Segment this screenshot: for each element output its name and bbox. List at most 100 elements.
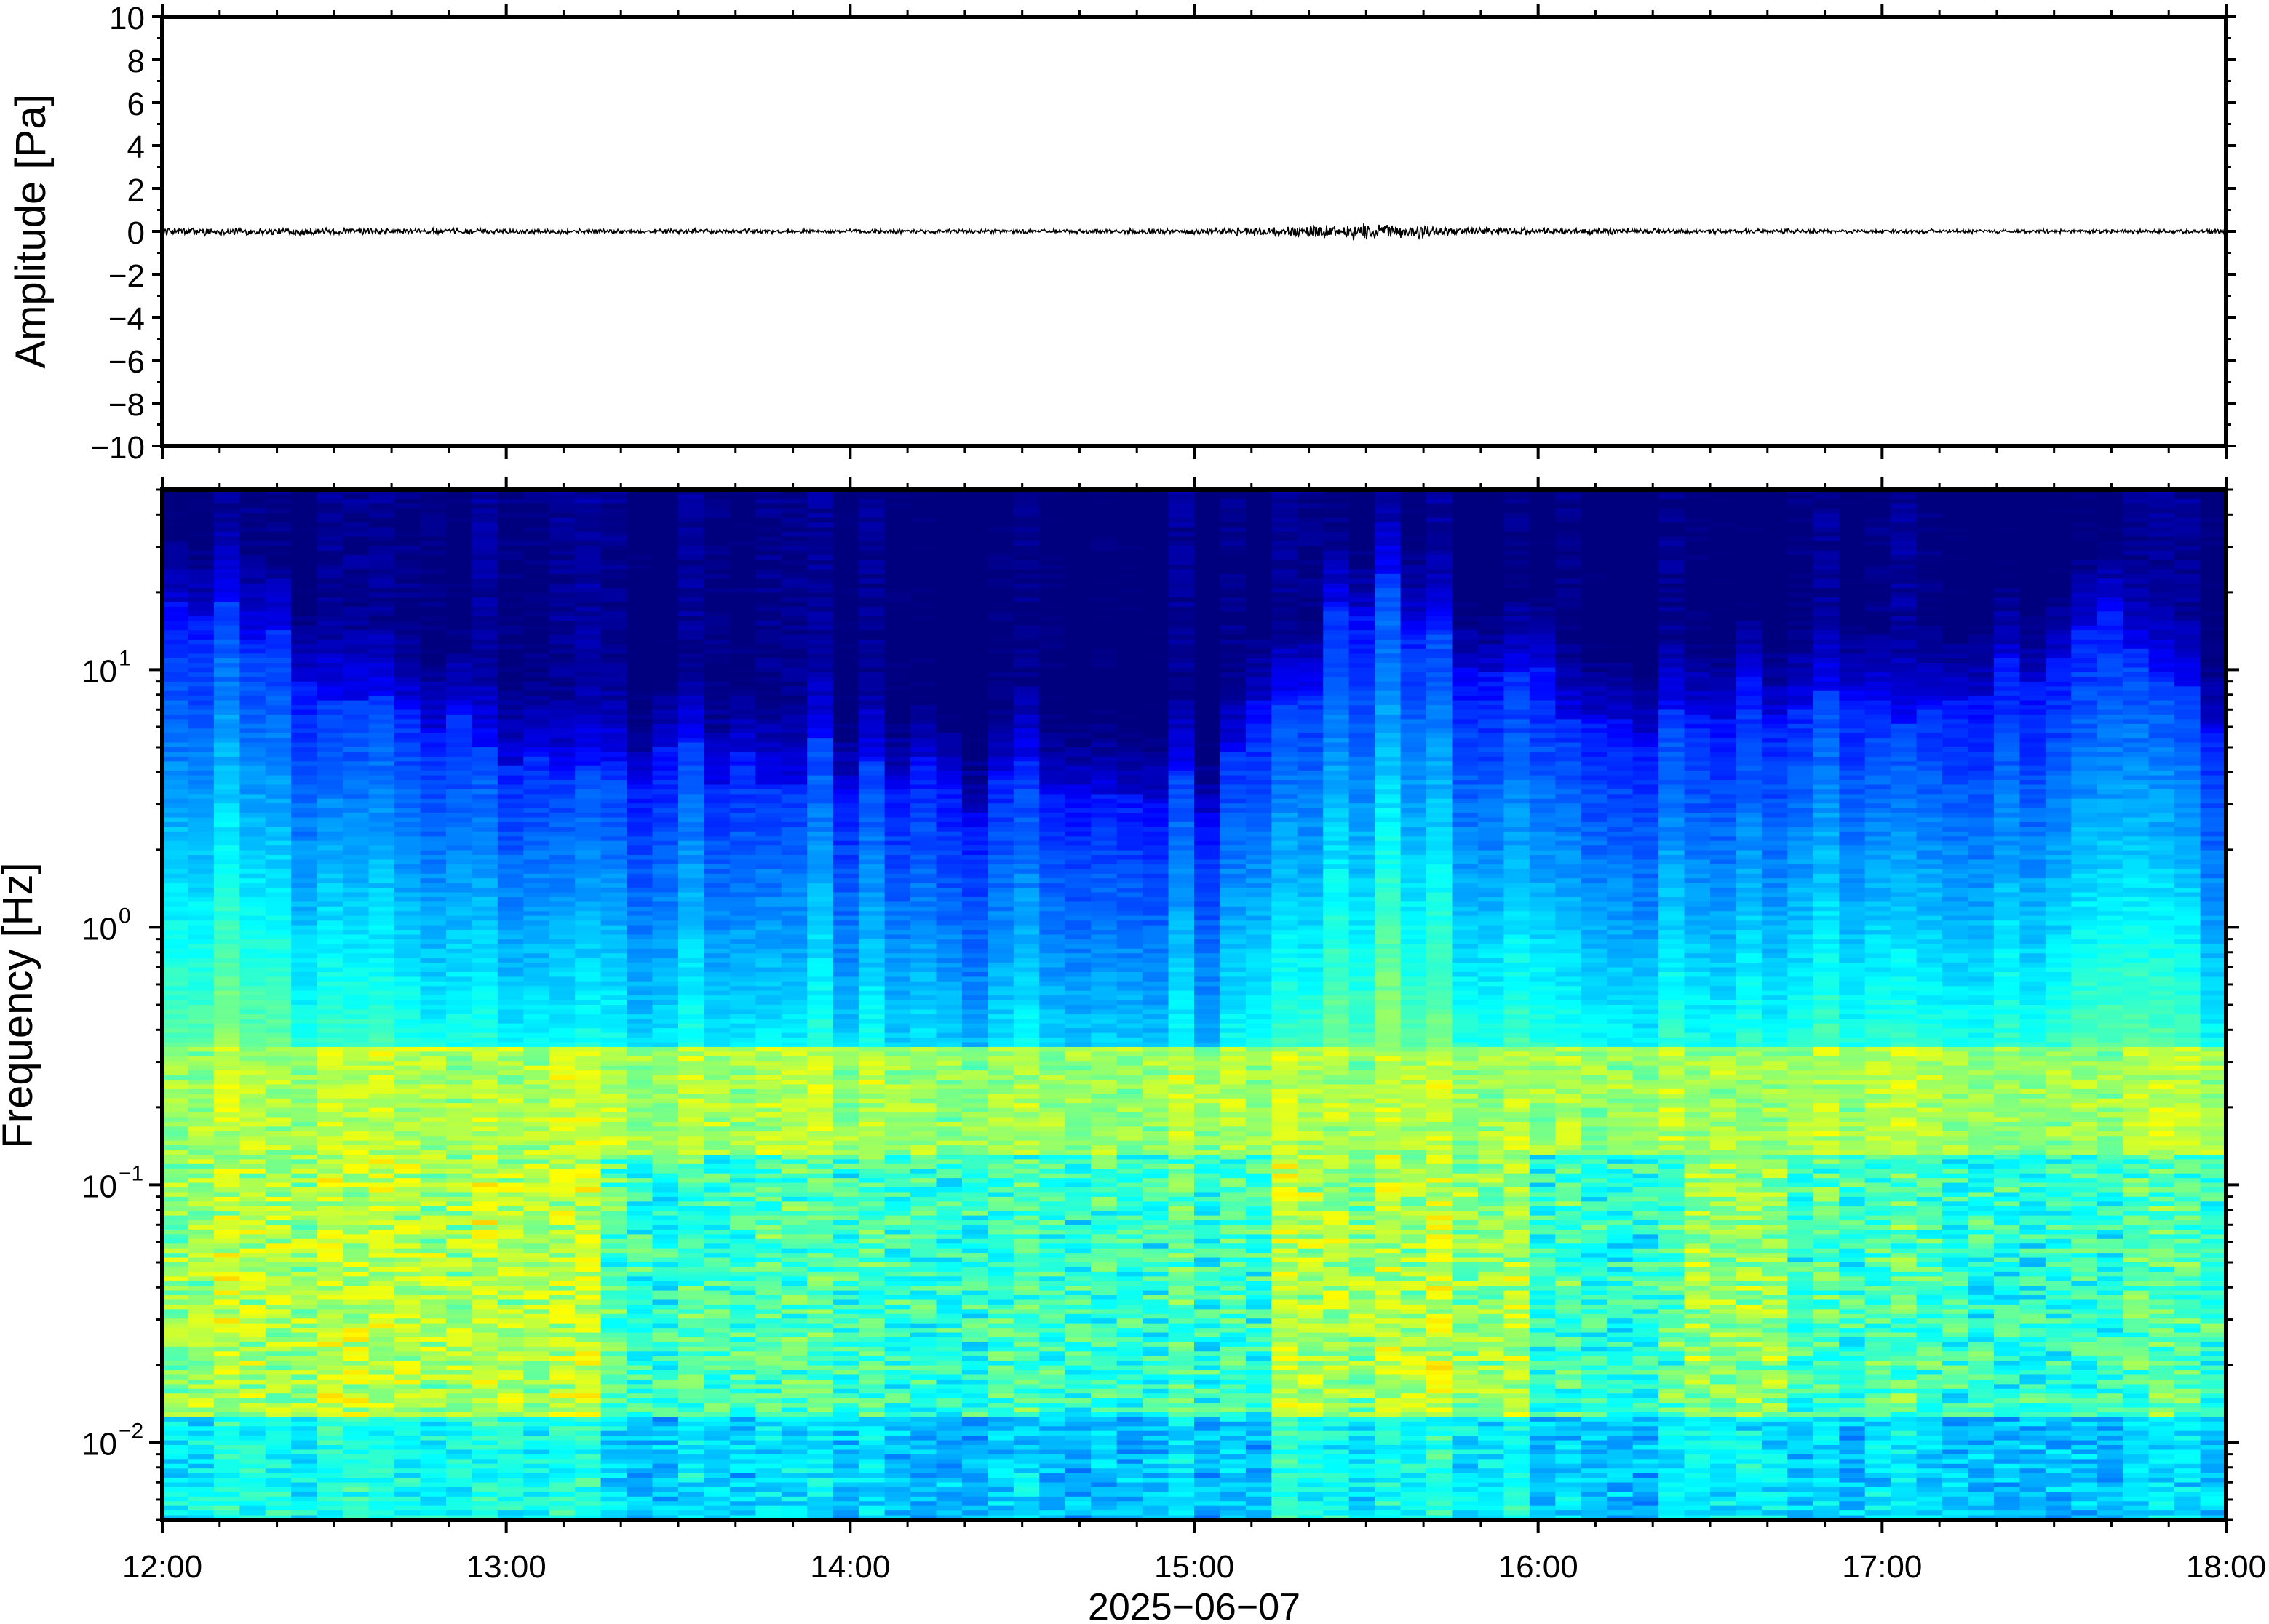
spectrogram-cell	[627, 705, 653, 711]
spectrogram-cell	[394, 971, 421, 977]
spectrogram-cell	[575, 583, 602, 589]
spectrogram-cell	[729, 1005, 756, 1011]
spectrogram-cell	[472, 1313, 498, 1319]
spectrogram-cell	[343, 1056, 370, 1062]
spectrogram-cell	[575, 1346, 602, 1352]
spectrogram-cell	[704, 930, 731, 936]
spectrogram-cell	[678, 611, 705, 617]
spectrogram-cell	[368, 1417, 395, 1422]
spectrogram-cell	[213, 1379, 240, 1385]
spectrogram-cell	[394, 1393, 421, 1399]
spectrogram-cell	[317, 1145, 343, 1151]
spectrogram-cell	[420, 925, 447, 931]
spectrogram-cell	[265, 1173, 292, 1179]
spectrogram-cell	[317, 672, 343, 678]
spectrogram-cell	[162, 1313, 189, 1319]
spectrogram-cell	[445, 1351, 472, 1357]
spectrogram-cell	[729, 944, 756, 950]
spectrogram-cell	[627, 920, 653, 926]
spectrogram-cell	[575, 1121, 602, 1127]
spectrogram-cell	[445, 1295, 472, 1301]
spectrogram-cell	[600, 630, 627, 636]
spectrogram-cell	[394, 1356, 421, 1361]
spectrogram-cell	[575, 1192, 602, 1198]
spectrogram-cell	[265, 1253, 292, 1259]
spectrogram-cell	[472, 850, 498, 856]
spectrogram-cell	[265, 1206, 292, 1211]
spectrogram-cell	[317, 1421, 343, 1427]
spectrogram-cell	[343, 850, 370, 856]
spectrogram-cell	[394, 1262, 421, 1268]
spectrogram-cell	[600, 934, 627, 940]
spectrogram-cell	[162, 1098, 189, 1104]
spectrogram-cell	[627, 1346, 653, 1352]
spectrogram-cell	[291, 1361, 318, 1366]
spectrogram-cell	[343, 855, 370, 861]
spectrogram-cell	[265, 1454, 292, 1460]
spectrogram-cell	[472, 550, 498, 556]
spectrogram-cell	[523, 896, 550, 902]
spectrogram-cell	[575, 976, 602, 982]
spectrogram-cell	[394, 1150, 421, 1155]
spectrogram-cell	[420, 817, 447, 823]
spectrogram-cell	[652, 527, 679, 533]
spectrogram-cell	[162, 531, 189, 537]
spectrogram-cell	[213, 1295, 240, 1301]
spectrogram-cell	[265, 1070, 292, 1076]
spectrogram-cell	[523, 1150, 550, 1155]
spectrogram-cell	[445, 1379, 472, 1385]
spectrogram-cell	[523, 1361, 550, 1366]
spectrogram-cell	[394, 573, 421, 579]
spectrogram-cell	[368, 1154, 395, 1160]
spectrogram-cell	[600, 634, 627, 640]
spectrogram-cell	[265, 1370, 292, 1376]
spectrogram-cell	[343, 1290, 370, 1296]
spectrogram-cell	[317, 958, 343, 963]
spectrogram-cell	[188, 508, 215, 514]
spectrogram-cell	[317, 1407, 343, 1413]
spectrogram-cell	[652, 625, 679, 631]
spectrogram-cell	[445, 531, 472, 537]
spectrogram-cell	[188, 578, 215, 584]
spectrogram-cell	[291, 953, 318, 959]
spectrogram-cell	[368, 531, 395, 537]
spectrogram-cell	[678, 705, 705, 711]
spectrogram-cell	[678, 958, 705, 963]
spectrogram-cell	[317, 1370, 343, 1376]
spectrogram-cell	[265, 1398, 292, 1404]
spectrogram-cell	[729, 588, 756, 594]
spectrogram-cell	[627, 1220, 653, 1226]
spectrogram-cell	[343, 653, 370, 659]
spectrogram-cell	[497, 1046, 524, 1052]
spectrogram-cell	[420, 901, 447, 907]
spectrogram-cell	[678, 1304, 705, 1310]
spectrogram-cell	[523, 836, 550, 842]
spectrogram-cell	[445, 1412, 472, 1417]
spectrogram-cell	[472, 592, 498, 598]
spectrogram-cell	[188, 789, 215, 795]
spectrogram-cell	[317, 606, 343, 612]
spectrogram-cell	[627, 677, 653, 682]
spectrogram-cell	[445, 953, 472, 959]
spectrogram-cell	[704, 855, 731, 861]
spectrogram-cell	[575, 527, 602, 533]
spectrogram-cell	[162, 639, 189, 645]
spectrogram-cell	[549, 503, 576, 509]
spectrogram-cell	[420, 1271, 447, 1277]
spectrogram-cell	[162, 1220, 189, 1226]
spectrogram-cell	[497, 1028, 524, 1034]
spectrogram-cell	[652, 569, 679, 575]
spectrogram-cell	[162, 1019, 189, 1024]
spectrogram-cell	[678, 1094, 705, 1099]
spectrogram-cell	[445, 1501, 472, 1507]
spectrogram-cell	[575, 733, 602, 739]
spectrogram-cell	[600, 555, 627, 561]
spectrogram-cell	[368, 644, 395, 650]
spectrogram-cell	[291, 1023, 318, 1029]
spectrogram-cell	[317, 775, 343, 781]
spectrogram-cell	[317, 1328, 343, 1334]
spectrogram-cell	[523, 1117, 550, 1123]
spectrogram-cell	[368, 1313, 395, 1319]
spectrogram-cell	[652, 1468, 679, 1474]
spectrogram-cell	[188, 634, 215, 640]
